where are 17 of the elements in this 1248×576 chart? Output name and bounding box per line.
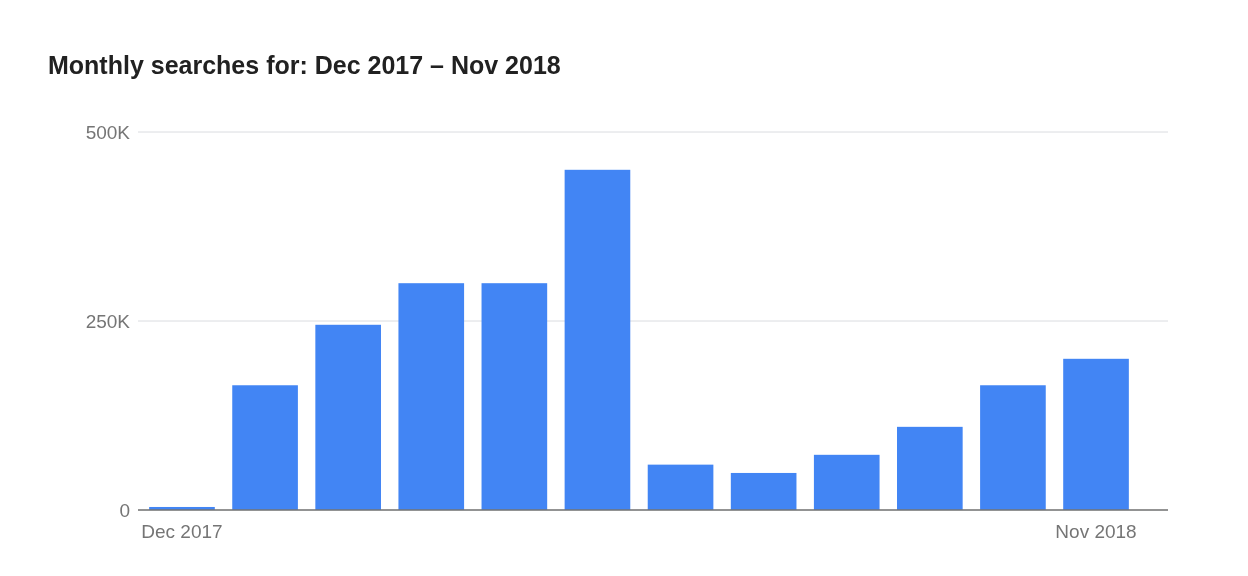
bar: [398, 283, 465, 510]
bar: [813, 454, 880, 510]
y-tick-label: 500K: [85, 121, 131, 143]
y-tick-label: 0: [119, 499, 130, 521]
x-tick-label: Nov 2018: [1055, 521, 1137, 542]
bar: [232, 385, 298, 510]
y-tick-label: 250K: [85, 310, 131, 332]
bar: [564, 169, 631, 510]
chart-title: Monthly searches for: Dec 2017 – Nov 2018: [48, 51, 561, 79]
bar: [730, 472, 797, 510]
bar: [315, 324, 381, 510]
bar: [1063, 358, 1129, 510]
bar: [980, 385, 1046, 510]
bar: [647, 464, 714, 510]
bar: [481, 283, 548, 510]
bar: [897, 426, 963, 510]
x-tick-label: Dec 2017: [141, 521, 223, 542]
